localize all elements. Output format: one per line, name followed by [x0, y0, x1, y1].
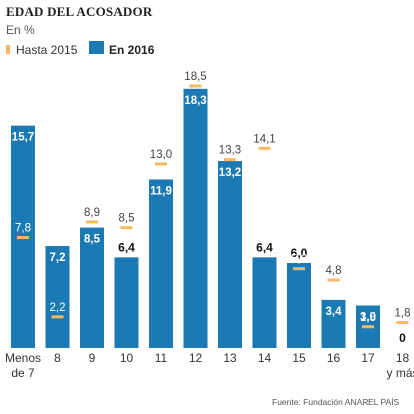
bar-label-2016: 13,2: [219, 167, 241, 179]
marker-label-2015: 7,8: [15, 223, 31, 235]
category-label: 14: [258, 351, 272, 365]
bar-label-2016: 3,0: [360, 312, 376, 324]
category-label: 11: [155, 351, 168, 365]
bar-label-2016: 6,4: [118, 240, 135, 254]
category-label: 12: [189, 351, 203, 365]
bar-label-2016: 11,9: [150, 185, 172, 197]
legend-swatch-2015: [6, 45, 10, 54]
bar-2016: [287, 263, 311, 348]
marker-label-2015: 4,8: [326, 265, 342, 277]
bar-2016: [149, 179, 173, 348]
bar-label-2016: 15,7: [12, 132, 34, 144]
category-label: 10: [120, 351, 134, 365]
marker-label-2015: 14,1: [253, 133, 275, 145]
category-label: Menos: [5, 351, 41, 365]
legend: Hasta 2015 En 2016: [6, 41, 155, 57]
marker-label-2015: 8,5: [119, 213, 135, 225]
bar-2016: [183, 88, 208, 349]
marker-label-2015: 2,2: [50, 302, 66, 314]
bar-label-2016: 6,4: [256, 240, 273, 254]
legend-label-2015: Hasta 2015: [16, 43, 78, 57]
marker-2015: [258, 146, 271, 150]
legend-swatch-2016: [89, 41, 104, 54]
category-label: 15: [292, 351, 306, 365]
marker-2015: [293, 267, 305, 271]
marker-label-2015: 1,5: [360, 312, 376, 324]
category-label: 8: [54, 351, 61, 365]
marker-label-2015: 13,0: [150, 149, 172, 161]
marker-label-2015: 13,3: [219, 145, 241, 157]
bar-2016: [252, 257, 277, 348]
bar-label-2016: 8,5: [84, 234, 101, 246]
marker-2015: [51, 315, 64, 319]
category-label: 18: [396, 351, 410, 365]
legend-label-2016: En 2016: [109, 43, 155, 57]
marker-label-2015: 18,5: [184, 71, 206, 83]
bar-label-2016: 0: [399, 331, 406, 345]
marker-label-2015: 5,6: [291, 254, 307, 266]
marker-label-2015: 1,8: [395, 308, 411, 320]
bar-2016: [80, 227, 104, 348]
bar-2016: [218, 161, 242, 348]
marker-2015: [189, 84, 202, 88]
credit: EL PAÍS: [368, 397, 400, 407]
marker-2015: [155, 162, 167, 166]
category-label: 13: [223, 351, 237, 365]
marker-2015: [17, 236, 29, 240]
source-note: Fuente: Fundación ANAR.: [272, 397, 371, 407]
category-label: y más: [386, 366, 414, 380]
bar-label-2016: 6,0: [291, 246, 308, 260]
marker-2015: [396, 321, 409, 325]
marker-2015: [224, 158, 236, 162]
marker-2015: [86, 220, 98, 224]
marker-2015: [327, 278, 340, 282]
marker-label-2015: 8,9: [84, 207, 100, 219]
category-label: 17: [361, 351, 375, 365]
bar-2016: [321, 299, 346, 348]
marker-2015: [362, 325, 374, 329]
chart-title: EDAD DEL ACOSADOR: [6, 4, 153, 19]
bar-label-2016: 18,3: [184, 95, 206, 107]
bar-label-2016: 3,4: [326, 306, 343, 318]
bar-label-2016: 7,2: [50, 252, 66, 264]
chart-subtitle: En %: [6, 23, 35, 37]
category-label: 9: [89, 351, 96, 365]
category-label: de 7: [11, 366, 35, 380]
category-label: 16: [327, 351, 341, 365]
bar-2016: [45, 246, 70, 348]
bar-2016: [114, 257, 139, 348]
marker-2015: [120, 226, 133, 230]
